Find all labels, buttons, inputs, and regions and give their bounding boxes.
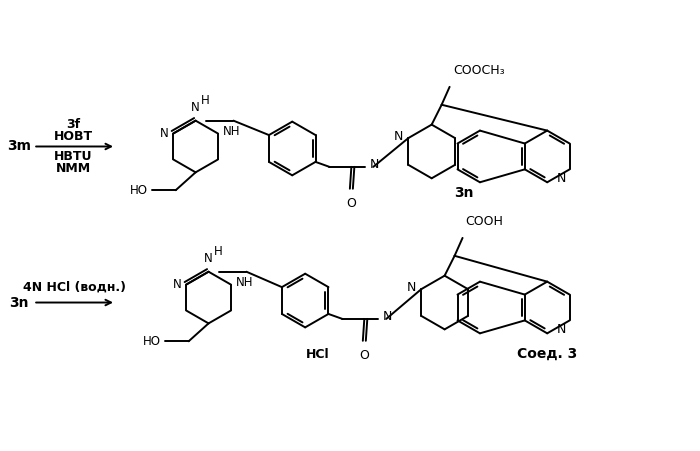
Text: N: N (370, 158, 379, 171)
Text: HCl: HCl (307, 348, 330, 361)
Text: N: N (204, 252, 213, 265)
Text: 3m: 3m (7, 139, 31, 153)
Text: N: N (556, 323, 566, 336)
Text: 3n: 3n (10, 295, 29, 309)
Text: NH: NH (223, 125, 241, 138)
Text: NMM: NMM (55, 162, 91, 175)
Text: HBTU: HBTU (54, 150, 92, 163)
Text: 3f: 3f (66, 118, 80, 131)
Text: HO: HO (143, 335, 161, 348)
Text: O: O (346, 197, 356, 210)
Text: H: H (201, 94, 210, 107)
Text: NH: NH (236, 276, 253, 289)
Text: 4N HCl (водн.): 4N HCl (водн.) (22, 280, 125, 293)
Text: N: N (556, 172, 566, 185)
Text: N: N (407, 281, 416, 294)
Text: N: N (191, 101, 200, 114)
Text: N: N (382, 310, 391, 323)
Text: 3n: 3n (454, 186, 473, 200)
Text: N: N (160, 127, 168, 140)
Text: O: O (359, 349, 370, 362)
Text: N: N (172, 278, 181, 291)
Text: N: N (394, 129, 403, 143)
Text: COOCH₃: COOCH₃ (454, 64, 505, 77)
Text: HO: HO (130, 184, 148, 197)
Text: Соед. 3: Соед. 3 (517, 347, 577, 361)
Text: HOBT: HOBT (53, 130, 92, 143)
Text: H: H (214, 245, 223, 258)
Text: COOH: COOH (466, 215, 503, 228)
